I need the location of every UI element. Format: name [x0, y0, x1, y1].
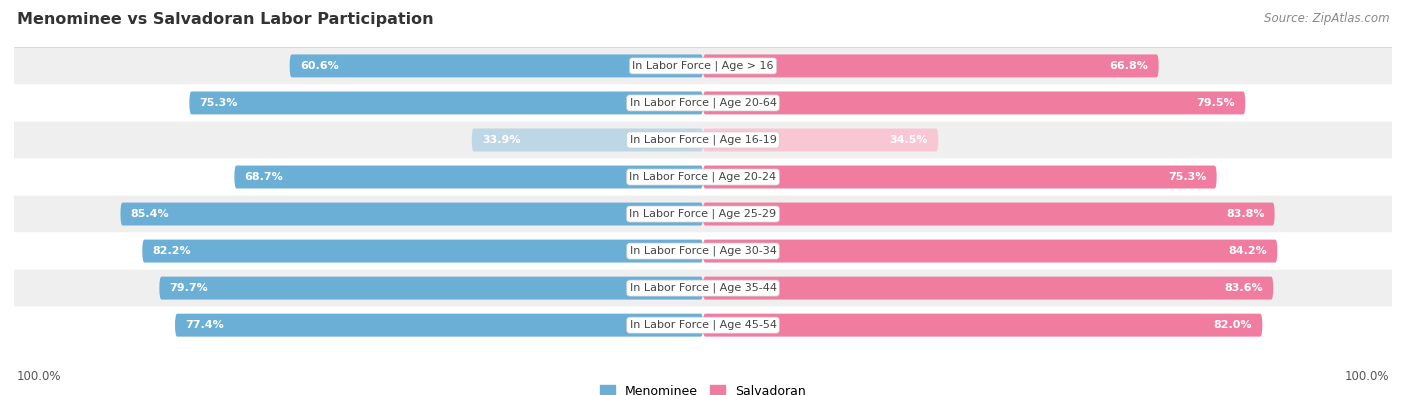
FancyBboxPatch shape: [235, 166, 703, 188]
FancyBboxPatch shape: [159, 276, 703, 299]
FancyBboxPatch shape: [14, 307, 1392, 344]
FancyBboxPatch shape: [190, 92, 703, 115]
Text: In Labor Force | Age 30-34: In Labor Force | Age 30-34: [630, 246, 776, 256]
Text: 84.2%: 84.2%: [1229, 246, 1267, 256]
Text: 75.3%: 75.3%: [200, 98, 238, 108]
FancyBboxPatch shape: [14, 47, 1392, 85]
FancyBboxPatch shape: [14, 269, 1392, 307]
FancyBboxPatch shape: [703, 314, 1263, 337]
Text: 75.3%: 75.3%: [1168, 172, 1206, 182]
Text: 100.0%: 100.0%: [1344, 370, 1389, 383]
FancyBboxPatch shape: [14, 158, 1392, 196]
Text: In Labor Force | Age 25-29: In Labor Force | Age 25-29: [630, 209, 776, 219]
FancyBboxPatch shape: [472, 128, 703, 151]
Text: 100.0%: 100.0%: [17, 370, 62, 383]
FancyBboxPatch shape: [703, 92, 1246, 115]
Text: 83.6%: 83.6%: [1225, 283, 1263, 293]
FancyBboxPatch shape: [14, 121, 1392, 158]
Text: 66.8%: 66.8%: [1109, 61, 1149, 71]
FancyBboxPatch shape: [703, 55, 1159, 77]
FancyBboxPatch shape: [703, 203, 1275, 226]
Text: Menominee vs Salvadoran Labor Participation: Menominee vs Salvadoran Labor Participat…: [17, 12, 433, 27]
Text: In Labor Force | Age 16-19: In Labor Force | Age 16-19: [630, 135, 776, 145]
FancyBboxPatch shape: [703, 276, 1274, 299]
Text: 77.4%: 77.4%: [186, 320, 224, 330]
Text: In Labor Force | Age 45-54: In Labor Force | Age 45-54: [630, 320, 776, 330]
Text: 79.7%: 79.7%: [170, 283, 208, 293]
Text: 33.9%: 33.9%: [482, 135, 520, 145]
FancyBboxPatch shape: [703, 240, 1277, 263]
Text: 79.5%: 79.5%: [1197, 98, 1234, 108]
Text: 85.4%: 85.4%: [131, 209, 169, 219]
Text: 82.2%: 82.2%: [152, 246, 191, 256]
Legend: Menominee, Salvadoran: Menominee, Salvadoran: [595, 380, 811, 395]
FancyBboxPatch shape: [14, 85, 1392, 121]
FancyBboxPatch shape: [14, 233, 1392, 269]
Text: In Labor Force | Age 20-24: In Labor Force | Age 20-24: [630, 172, 776, 182]
Text: Source: ZipAtlas.com: Source: ZipAtlas.com: [1264, 12, 1389, 25]
FancyBboxPatch shape: [703, 128, 938, 151]
Text: 83.8%: 83.8%: [1226, 209, 1264, 219]
FancyBboxPatch shape: [703, 166, 1216, 188]
Text: In Labor Force | Age 20-64: In Labor Force | Age 20-64: [630, 98, 776, 108]
FancyBboxPatch shape: [121, 203, 703, 226]
FancyBboxPatch shape: [290, 55, 703, 77]
Text: 34.5%: 34.5%: [890, 135, 928, 145]
FancyBboxPatch shape: [174, 314, 703, 337]
Text: In Labor Force | Age 35-44: In Labor Force | Age 35-44: [630, 283, 776, 293]
FancyBboxPatch shape: [142, 240, 703, 263]
FancyBboxPatch shape: [14, 196, 1392, 233]
Text: In Labor Force | Age > 16: In Labor Force | Age > 16: [633, 61, 773, 71]
Text: 82.0%: 82.0%: [1213, 320, 1253, 330]
Text: 60.6%: 60.6%: [299, 61, 339, 71]
Text: 68.7%: 68.7%: [245, 172, 284, 182]
